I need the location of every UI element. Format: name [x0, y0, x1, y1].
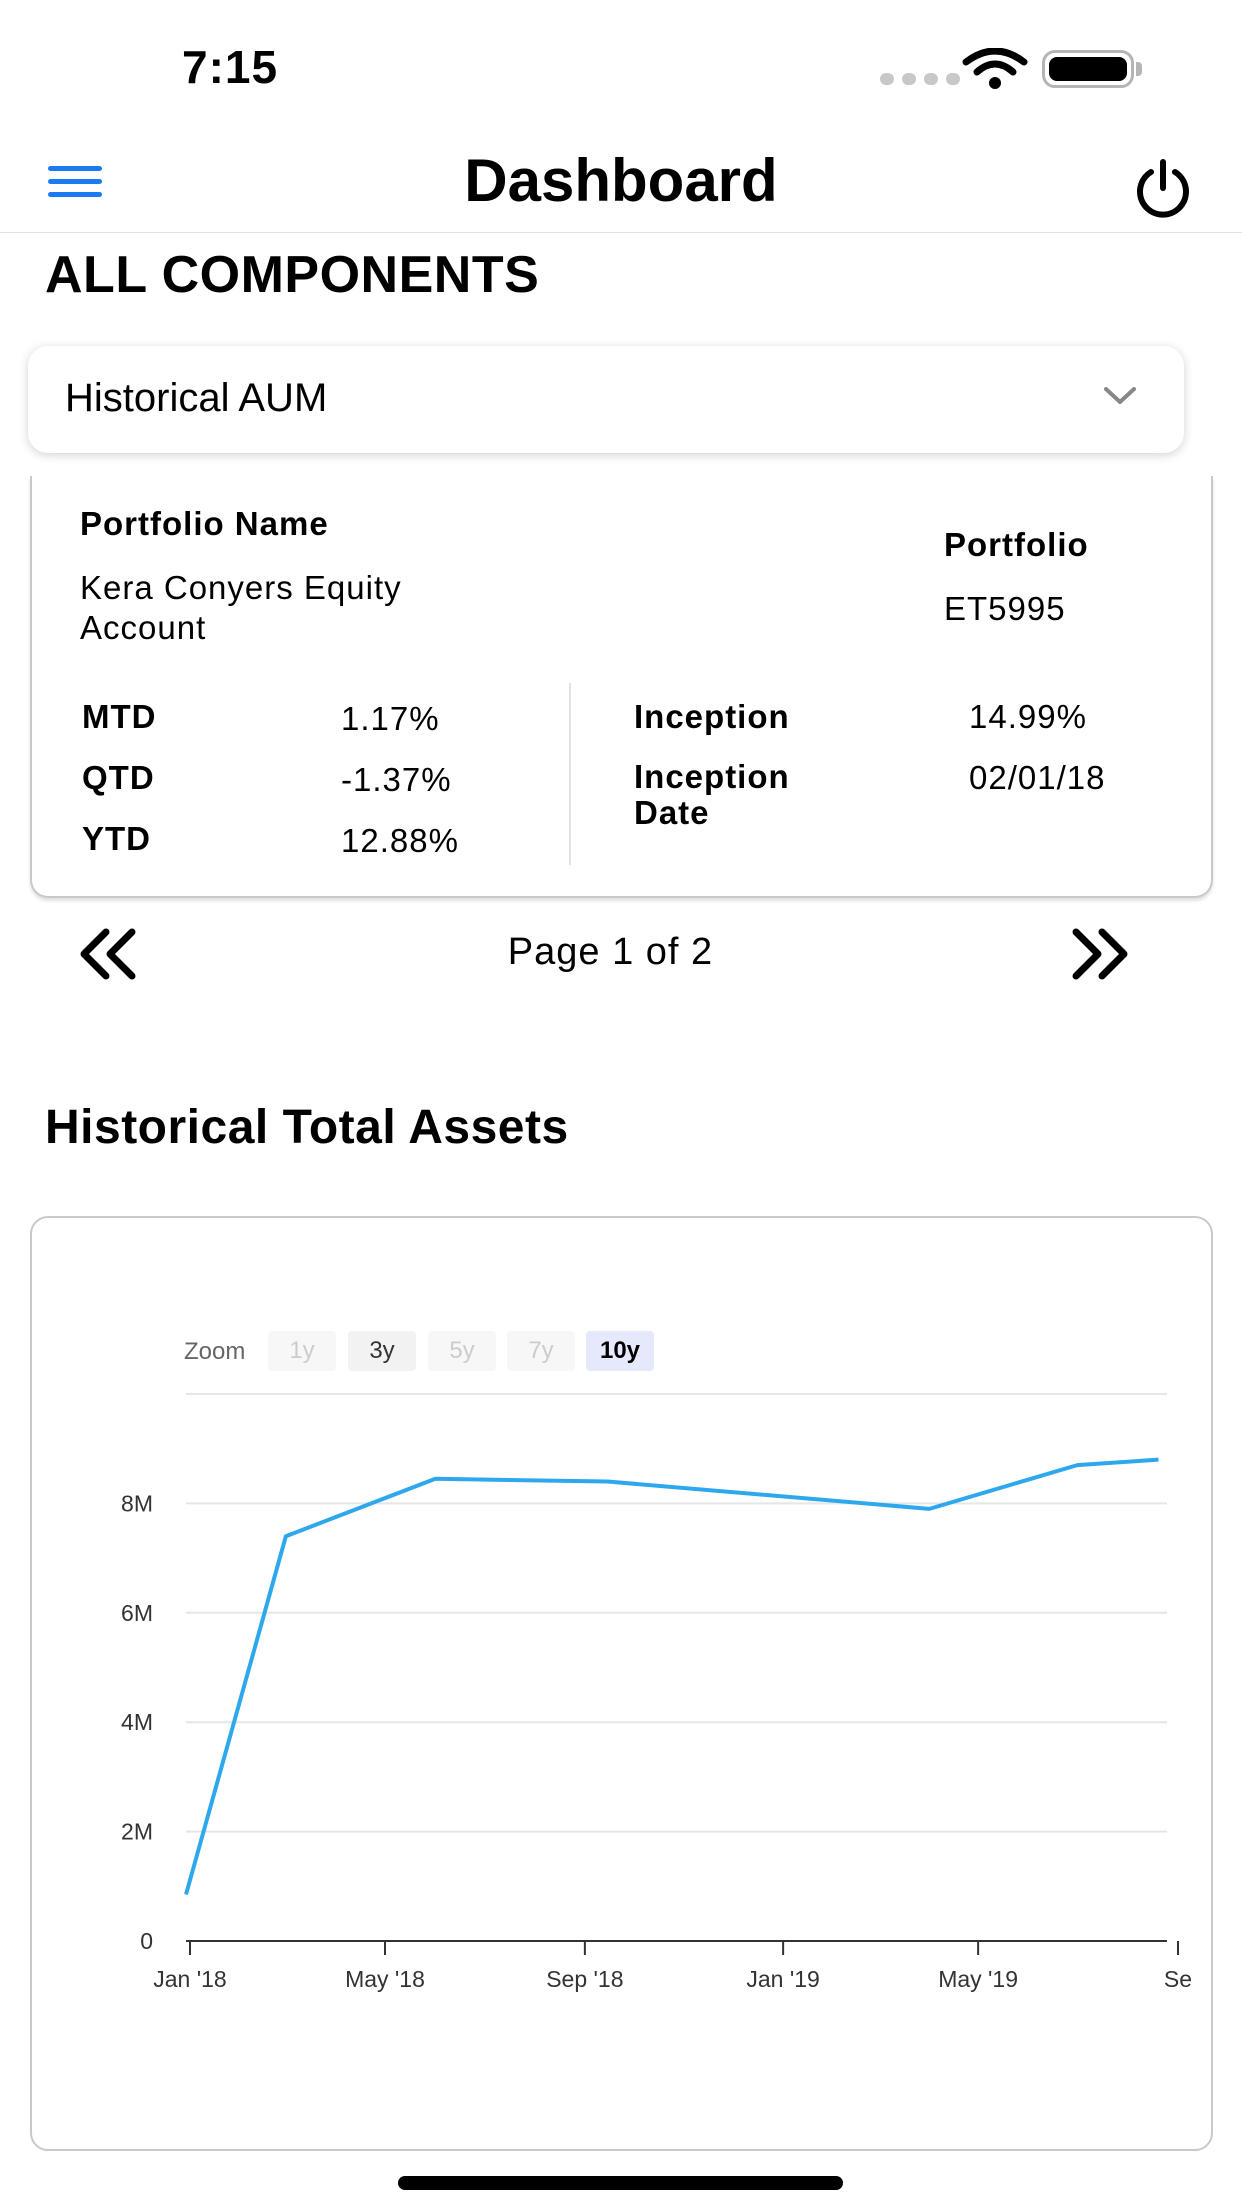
ytd-value: 12.88%: [341, 822, 459, 859]
dropdown-selected-value: Historical AUM: [65, 376, 328, 420]
qtd-value: -1.37%: [341, 761, 452, 798]
zoom-5y-button[interactable]: 5y: [428, 1331, 496, 1371]
portfolio-name-value: Kera Conyers Equity Account: [80, 569, 402, 646]
app-header: Dashboard: [0, 120, 1242, 233]
qtd-label: QTD: [82, 759, 155, 796]
portfolio-name-label: Portfolio Name: [80, 505, 329, 542]
portfolio-label: Portfolio: [944, 526, 1089, 563]
zoom-3y-button[interactable]: 3y: [348, 1331, 416, 1371]
ytd-label: YTD: [82, 820, 151, 857]
cellular-signal-icon: [880, 73, 960, 85]
inception-date-label: Inception Date: [634, 758, 790, 831]
portfolio-card: [30, 476, 1213, 898]
zoom-10y-button[interactable]: 10y: [586, 1331, 654, 1371]
mtd-label: MTD: [82, 698, 157, 735]
inception-date-value: 02/01/18: [969, 759, 1106, 796]
zoom-label: Zoom: [184, 1338, 246, 1365]
zoom-7y-button[interactable]: 7y: [507, 1331, 575, 1371]
component-dropdown[interactable]: Historical AUM: [28, 346, 1184, 453]
card-divider: [569, 683, 571, 865]
wifi-icon: [962, 48, 1028, 89]
chevron-down-icon[interactable]: [1100, 384, 1140, 408]
page-title: Dashboard: [464, 147, 778, 214]
section-title: ALL COMPONENTS: [45, 246, 540, 304]
battery-icon: [1042, 50, 1134, 88]
home-indicator: [398, 2176, 843, 2190]
previous-page-icon[interactable]: [76, 926, 140, 982]
portfolio-value: ET5995: [944, 590, 1066, 627]
power-icon[interactable]: [1132, 158, 1194, 220]
next-page-icon[interactable]: [1068, 926, 1132, 982]
zoom-1y-button[interactable]: 1y: [268, 1331, 336, 1371]
hamburger-menu-icon[interactable]: [48, 166, 102, 198]
page-indicator: Page 1 of 2: [507, 931, 714, 973]
chart-title: Historical Total Assets: [45, 1101, 569, 1154]
inception-value: 14.99%: [969, 698, 1087, 735]
inception-label: Inception: [634, 698, 790, 735]
battery-tip: [1136, 62, 1142, 76]
status-time: 7:15: [182, 41, 279, 93]
mtd-value: 1.17%: [341, 700, 440, 737]
